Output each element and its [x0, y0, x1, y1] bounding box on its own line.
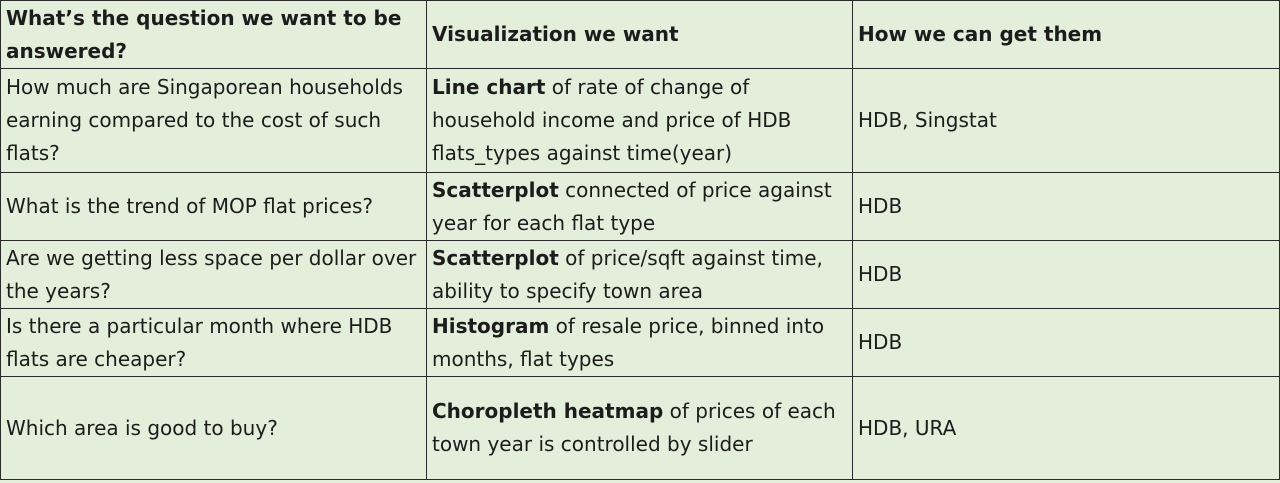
source-cell: HDB	[852, 172, 1280, 241]
chart-type-label: Line chart	[432, 75, 546, 99]
visualization-cell: Scatterplot connected of price against y…	[426, 172, 853, 241]
source-cell: HDB, URA	[852, 376, 1280, 480]
table-body: How much are Singaporean households earn…	[0, 68, 1280, 480]
source-cell: HDB	[852, 240, 1280, 309]
chart-type-label: Scatterplot	[432, 177, 559, 202]
chart-type-label: Histogram	[432, 313, 550, 338]
header-question: What’s the question we want to be answer…	[0, 0, 427, 69]
header-source: How we can get them	[852, 0, 1280, 69]
visualization-description: of rate of change of household income an…	[432, 75, 792, 165]
table-row: How much are Singaporean households earn…	[0, 68, 1280, 173]
source-cell: HDB	[852, 308, 1280, 377]
visualization-description: connected of price against year for each…	[432, 177, 832, 235]
table-row: Which area is good to buy? Choropleth he…	[0, 376, 1280, 480]
chart-type-label: Scatterplot	[432, 245, 559, 270]
header-visualization: Visualization we want	[426, 0, 853, 69]
question-cell: Is there a particular month where HDB fl…	[0, 308, 427, 377]
visualization-description: of price/sqft against time, ability to s…	[432, 245, 823, 303]
table-row: Is there a particular month where HDB fl…	[0, 308, 1280, 377]
table-row: What is the trend of MOP flat prices? Sc…	[0, 172, 1280, 241]
visualization-cell: Histogram of resale price, binned into m…	[426, 308, 853, 377]
chart-type-label: Choropleth heatmap	[432, 399, 664, 423]
header-row: What’s the question we want to be answer…	[0, 0, 1280, 69]
question-cell: What is the trend of MOP flat prices?	[0, 172, 427, 241]
table-header: What’s the question we want to be answer…	[0, 0, 1280, 69]
visualization-cell: Line chart of rate of change of househol…	[426, 68, 853, 173]
visualization-description: of resale price, binned into months, fla…	[432, 313, 825, 371]
question-cell: Which area is good to buy?	[0, 376, 427, 480]
source-cell: HDB, Singstat	[852, 68, 1280, 173]
visualization-cell: Choropleth heatmap of prices of each tow…	[426, 376, 853, 480]
table-row: Are we getting less space per dollar ove…	[0, 240, 1280, 309]
question-cell: Are we getting less space per dollar ove…	[0, 240, 427, 309]
visualization-cell: Scatterplot of price/sqft against time, …	[426, 240, 853, 309]
question-cell: How much are Singaporean households earn…	[0, 68, 427, 173]
visualization-description: of prices of each town year is controlle…	[432, 399, 836, 456]
